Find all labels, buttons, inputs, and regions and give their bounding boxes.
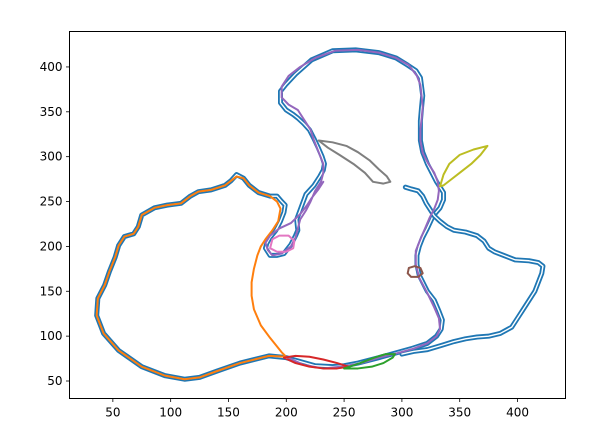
- x-tick-label: 200: [275, 406, 298, 420]
- series-4: [317, 139, 392, 185]
- y-tick-label: 150: [40, 284, 63, 298]
- series-7: [406, 265, 424, 278]
- y-tick-label: 200: [40, 239, 63, 253]
- series-7-line: [406, 265, 424, 278]
- series-5-line: [439, 144, 489, 188]
- x-tick-label: 100: [159, 406, 182, 420]
- x-axis-ticks: 50 100 150 200 250 300 350 400: [105, 398, 529, 420]
- y-tick-label: 100: [40, 329, 63, 343]
- x-tick-label: 300: [390, 406, 413, 420]
- series-4-line: [317, 139, 392, 185]
- x-tick-label: 250: [333, 406, 356, 420]
- series-6-line: [269, 234, 296, 253]
- series-layer: [94, 47, 546, 382]
- series-9-line: [343, 353, 396, 370]
- x-tick-label: 350: [448, 406, 471, 420]
- y-tick-label: 350: [40, 105, 63, 119]
- series-3: [264, 48, 442, 370]
- series-1-line-inner: [401, 186, 544, 355]
- series-2: [95, 175, 288, 381]
- y-axis-ticks: 50 100 150 200 250 300 350 400: [40, 60, 70, 388]
- series-1: [399, 184, 546, 357]
- series-5: [439, 144, 489, 188]
- y-tick-label: 250: [40, 195, 63, 209]
- y-tick-label: 400: [40, 60, 63, 74]
- x-tick-label: 400: [506, 406, 529, 420]
- x-tick-label: 150: [217, 406, 240, 420]
- x-tick-label: 50: [105, 406, 120, 420]
- y-tick-label: 300: [40, 150, 63, 164]
- series-2-line: [95, 175, 288, 381]
- series-3-line: [264, 48, 442, 370]
- series-9: [343, 353, 396, 370]
- series-6: [269, 234, 296, 253]
- y-tick-label: 50: [47, 374, 62, 388]
- plot-area-frame: [69, 31, 566, 399]
